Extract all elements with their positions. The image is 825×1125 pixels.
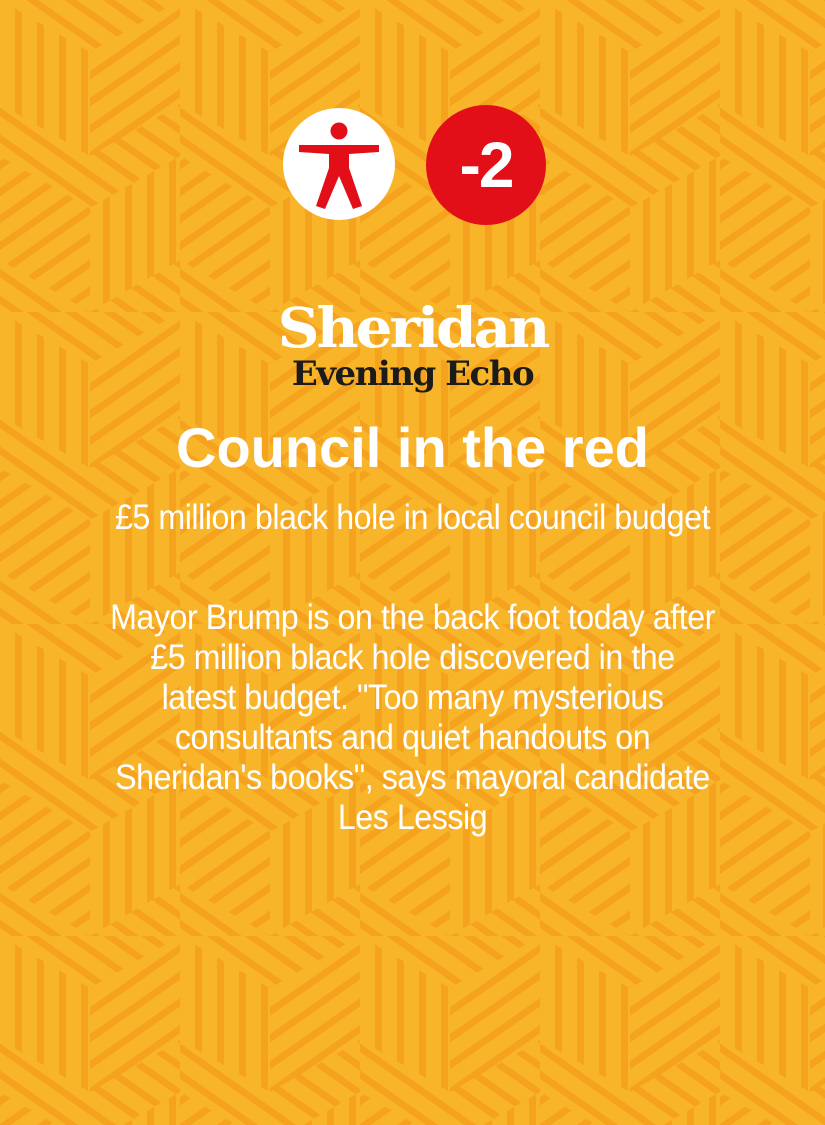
- masthead-title: Sheridan: [277, 295, 551, 361]
- article-line: consultants and quiet handouts on: [174, 718, 651, 757]
- article-line: Les Lessig: [337, 798, 488, 837]
- person-badge: [283, 108, 395, 220]
- headline: Council in the red: [176, 416, 649, 479]
- article-line: Sheridan's books", says mayoral candidat…: [115, 758, 710, 797]
- article-line: £5 million black hole discovered in the: [150, 638, 675, 677]
- article-body: Mayor Brump is on the back foot today af…: [70, 598, 755, 838]
- score-badge: -2: [426, 105, 546, 225]
- masthead-subtitle: Evening Echo: [291, 354, 535, 394]
- article-line: latest budget. "Too many mysterious: [161, 678, 664, 717]
- subheadline: £5 million black hole in local council b…: [114, 498, 711, 537]
- article-line: Mayor Brump is on the back foot today af…: [110, 598, 715, 637]
- person-accessibility-icon: [299, 122, 379, 209]
